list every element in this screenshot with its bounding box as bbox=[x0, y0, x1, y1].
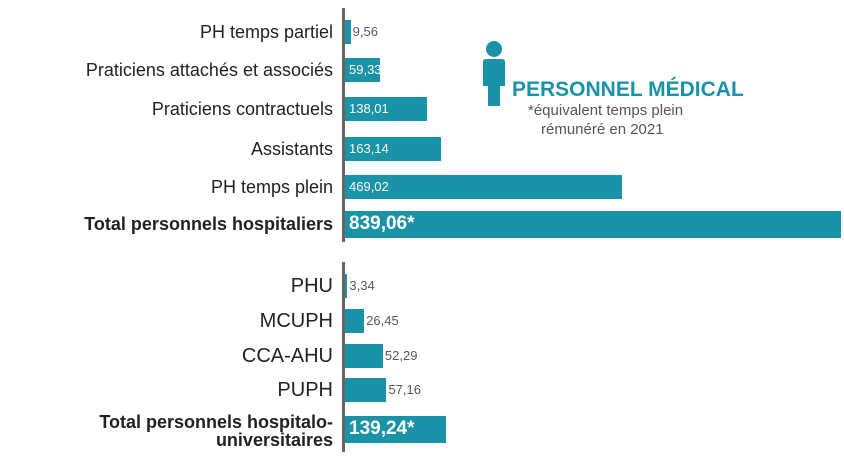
value-label: 3,34 bbox=[349, 278, 375, 293]
bar bbox=[345, 378, 387, 402]
value-label: 139,24* bbox=[349, 418, 415, 439]
category-label: MCUPH bbox=[259, 310, 333, 332]
value-label: 52,29 bbox=[384, 348, 418, 363]
category-label: CCA-AHU bbox=[241, 345, 333, 367]
bar bbox=[345, 210, 841, 238]
note: *équivalent temps plein bbox=[528, 102, 684, 119]
axis-line bbox=[342, 262, 345, 452]
note: rémunéré en 2021 bbox=[541, 121, 664, 138]
value-label: 138,01 bbox=[349, 101, 389, 116]
bar bbox=[345, 20, 351, 44]
category-label: PUPH bbox=[277, 379, 333, 401]
axis-line bbox=[342, 8, 345, 242]
value-label: 59,33 bbox=[349, 62, 382, 77]
bar bbox=[345, 137, 442, 161]
category-label: Praticiens contractuels bbox=[151, 99, 333, 119]
value-label: 26,45 bbox=[366, 313, 399, 328]
value-label: 839,06* bbox=[349, 213, 415, 234]
category-label: PH temps plein bbox=[210, 177, 333, 197]
value-label: 469,02 bbox=[349, 179, 389, 194]
value-label: 9,56 bbox=[352, 24, 378, 39]
person-icon bbox=[483, 41, 505, 106]
bar bbox=[345, 309, 365, 333]
bar bbox=[345, 58, 381, 82]
category-label: Assistants bbox=[250, 139, 333, 159]
bar bbox=[345, 344, 383, 368]
value-label: 57,16 bbox=[388, 382, 421, 397]
bar bbox=[345, 415, 446, 443]
category-label: Praticiens attachés et associés bbox=[85, 60, 333, 80]
category-label: Total personnels hospitaliers bbox=[84, 214, 333, 234]
category-label: Total personnels hospitalo-universitaire… bbox=[99, 412, 333, 450]
title: PERSONNEL MÉDICAL bbox=[512, 78, 744, 101]
bar bbox=[345, 175, 623, 199]
category-label: PH temps partiel bbox=[199, 22, 333, 42]
bar bbox=[345, 97, 427, 121]
bar bbox=[345, 274, 348, 298]
value-label: 163,14 bbox=[349, 141, 389, 156]
category-label: PHU bbox=[290, 275, 333, 297]
